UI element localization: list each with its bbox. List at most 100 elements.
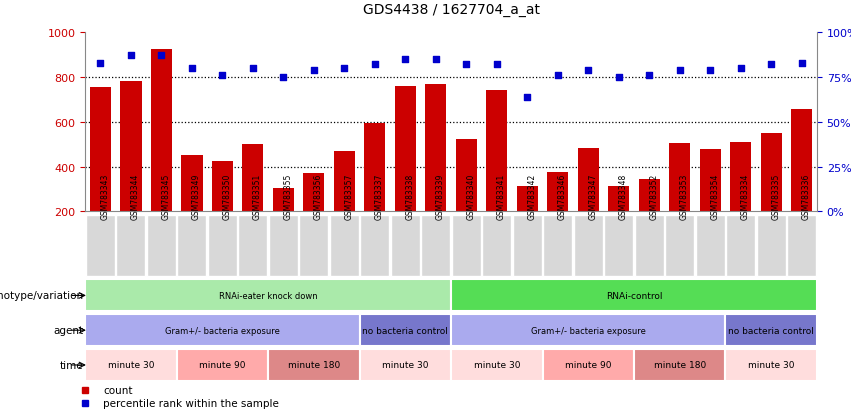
- Bar: [360, 215, 390, 277]
- Text: GSM783347: GSM783347: [588, 173, 597, 219]
- Text: minute 30: minute 30: [107, 361, 154, 370]
- Bar: [725, 349, 817, 381]
- Bar: [269, 215, 298, 277]
- Text: genotype/variation: genotype/variation: [0, 291, 83, 301]
- Bar: [181, 156, 203, 212]
- Text: minute 180: minute 180: [288, 361, 340, 370]
- Bar: [452, 215, 481, 277]
- Bar: [517, 186, 538, 212]
- Text: GSM783350: GSM783350: [222, 173, 231, 219]
- Bar: [176, 349, 268, 381]
- Text: GSM783355: GSM783355: [283, 173, 292, 219]
- Bar: [543, 215, 573, 277]
- Text: minute 90: minute 90: [565, 361, 612, 370]
- Point: [429, 57, 443, 63]
- Bar: [669, 144, 690, 212]
- Bar: [421, 215, 450, 277]
- Point: [155, 53, 168, 59]
- Point: [521, 94, 534, 101]
- Bar: [578, 148, 599, 212]
- Text: Gram+/- bacteria exposure: Gram+/- bacteria exposure: [165, 326, 280, 335]
- Bar: [700, 149, 721, 212]
- Bar: [177, 215, 207, 277]
- Bar: [695, 215, 725, 277]
- Text: GSM783342: GSM783342: [528, 173, 536, 219]
- Text: GSM783348: GSM783348: [619, 173, 628, 219]
- Point: [246, 66, 260, 72]
- Text: GSM783336: GSM783336: [802, 173, 811, 219]
- Bar: [547, 173, 568, 212]
- Text: count: count: [104, 385, 133, 395]
- Bar: [486, 91, 507, 212]
- Bar: [391, 215, 420, 277]
- Point: [398, 57, 412, 63]
- Bar: [608, 186, 630, 212]
- Point: [368, 62, 381, 69]
- Bar: [725, 314, 817, 347]
- Point: [215, 73, 229, 79]
- Text: minute 30: minute 30: [382, 361, 429, 370]
- Bar: [238, 215, 267, 277]
- Point: [338, 66, 351, 72]
- Bar: [85, 349, 176, 381]
- Point: [612, 74, 625, 81]
- Bar: [451, 314, 725, 347]
- Bar: [243, 145, 264, 212]
- Bar: [787, 215, 816, 277]
- Bar: [146, 215, 176, 277]
- Text: minute 30: minute 30: [748, 361, 795, 370]
- Bar: [512, 215, 542, 277]
- Text: GSM783340: GSM783340: [466, 173, 475, 219]
- Bar: [268, 349, 359, 381]
- Bar: [85, 280, 451, 312]
- Point: [643, 73, 656, 79]
- Text: GSM783339: GSM783339: [436, 173, 445, 219]
- Text: GSM783344: GSM783344: [131, 173, 140, 219]
- Bar: [359, 349, 451, 381]
- Bar: [574, 215, 603, 277]
- Bar: [85, 314, 359, 347]
- Bar: [451, 349, 542, 381]
- Point: [460, 62, 473, 69]
- Bar: [395, 87, 416, 212]
- Text: GSM783335: GSM783335: [771, 173, 780, 219]
- Bar: [300, 215, 328, 277]
- Bar: [665, 215, 694, 277]
- Bar: [634, 349, 725, 381]
- Text: GSM783349: GSM783349: [191, 173, 201, 219]
- Point: [734, 66, 747, 72]
- Bar: [761, 134, 782, 212]
- Text: GSM783341: GSM783341: [497, 173, 505, 219]
- Text: time: time: [60, 360, 83, 370]
- Bar: [426, 84, 447, 212]
- Bar: [117, 215, 146, 277]
- Point: [673, 67, 687, 74]
- Point: [124, 53, 138, 59]
- Text: minute 90: minute 90: [199, 361, 246, 370]
- Text: GSM783337: GSM783337: [374, 173, 384, 219]
- Point: [490, 62, 504, 69]
- Bar: [359, 314, 451, 347]
- Point: [704, 67, 717, 74]
- Bar: [730, 142, 751, 212]
- Bar: [757, 215, 785, 277]
- Bar: [451, 280, 817, 312]
- Bar: [151, 50, 172, 212]
- Point: [581, 67, 595, 74]
- Bar: [455, 139, 477, 212]
- Text: no bacteria control: no bacteria control: [363, 326, 448, 335]
- Bar: [364, 123, 386, 212]
- Point: [307, 67, 321, 74]
- Bar: [791, 110, 813, 212]
- Point: [185, 66, 198, 72]
- Bar: [86, 215, 115, 277]
- Point: [94, 60, 107, 67]
- Text: GSM783357: GSM783357: [345, 173, 353, 219]
- Bar: [604, 215, 633, 277]
- Text: GSM783352: GSM783352: [649, 173, 658, 219]
- Bar: [329, 215, 359, 277]
- Text: GSM783345: GSM783345: [162, 173, 170, 219]
- Point: [795, 60, 808, 67]
- Text: GSM783353: GSM783353: [680, 173, 688, 219]
- Bar: [334, 152, 355, 212]
